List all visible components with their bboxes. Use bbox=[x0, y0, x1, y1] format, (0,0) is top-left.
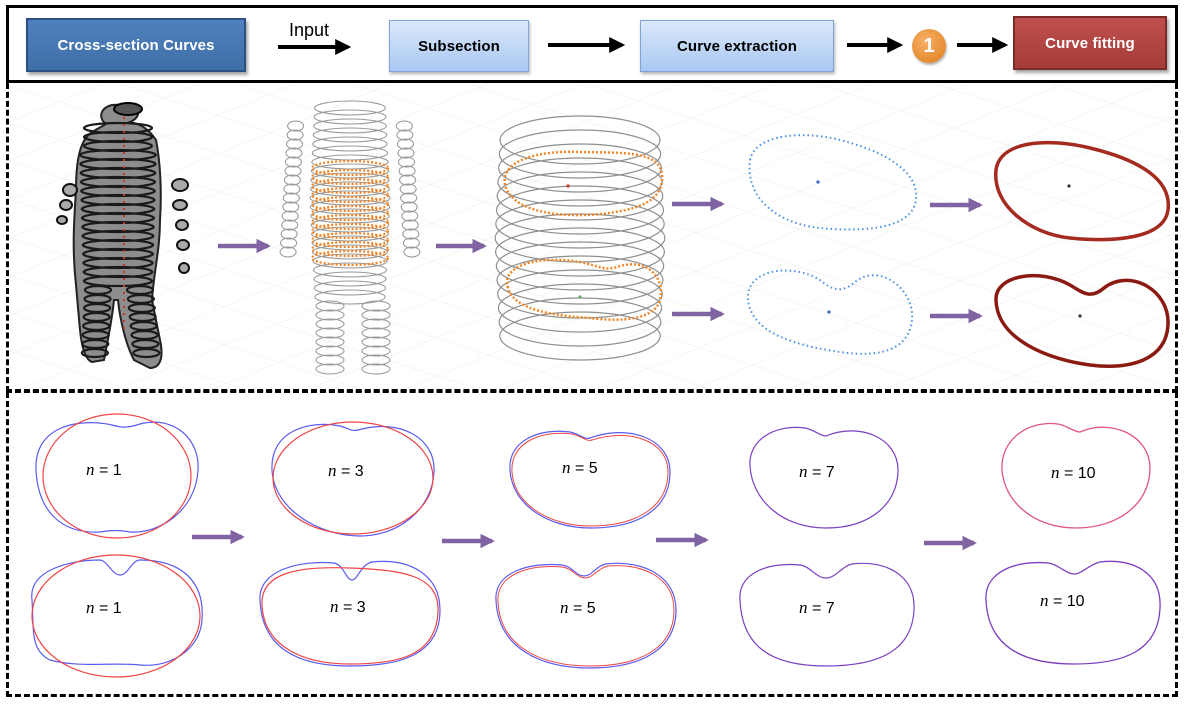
top-panel-arrows bbox=[218, 196, 983, 324]
order-label-top-1: n = 1 bbox=[86, 460, 122, 479]
fitted-curves bbox=[994, 140, 1170, 368]
body-subsection bbox=[279, 100, 421, 375]
original-curve-bottom-10 bbox=[985, 560, 1161, 665]
order-label-bottom-7: n = 7 bbox=[799, 598, 835, 617]
original-curve-bottom-3 bbox=[259, 560, 441, 667]
original-curve-top-7 bbox=[749, 426, 899, 529]
bottom-panel-arrows bbox=[192, 529, 977, 551]
order-label-bottom-1: n = 1 bbox=[86, 598, 122, 617]
fit-curve-bottom-5 bbox=[497, 565, 675, 667]
curve-fitting-box: Curve fitting bbox=[1013, 16, 1167, 70]
extracted-points bbox=[746, 134, 918, 355]
order-label-top-3: n = 3 bbox=[328, 461, 364, 480]
panel-divider bbox=[6, 390, 1178, 393]
fitting-order-shapes bbox=[31, 413, 1161, 678]
fit-curve-top-5 bbox=[511, 432, 669, 527]
header-arrows bbox=[278, 37, 1009, 55]
original-curve-bottom-5 bbox=[495, 562, 677, 669]
fit-curve-top-1 bbox=[42, 413, 192, 539]
pipeline-header-frame bbox=[6, 5, 1178, 83]
order-label-bottom-10: n = 10 bbox=[1040, 591, 1085, 610]
input-label: Input bbox=[289, 20, 330, 40]
step-badge: 1 bbox=[912, 29, 946, 63]
order-label-top-7: n = 7 bbox=[799, 462, 835, 481]
original-curve-bottom-1 bbox=[31, 559, 203, 666]
order-label-bottom-3: n = 3 bbox=[330, 597, 366, 616]
fit-curve-bottom-3 bbox=[261, 567, 439, 665]
cross-section-curves-box: Cross-section Curves bbox=[26, 18, 246, 72]
subsection-box: Subsection bbox=[389, 20, 529, 72]
order-label-top-5: n = 5 bbox=[562, 458, 598, 477]
original-curve-top-1 bbox=[35, 421, 199, 533]
fit-curve-bottom-1 bbox=[31, 554, 201, 678]
grid-background bbox=[9, 84, 1175, 389]
curve-extraction-box: Curve extraction bbox=[640, 20, 834, 72]
body-cross-sections bbox=[56, 102, 190, 370]
torso-stack bbox=[494, 115, 666, 361]
original-curve-top-10 bbox=[1001, 422, 1151, 529]
original-curve-top-5 bbox=[509, 430, 671, 529]
fit-curve-top-3 bbox=[272, 421, 434, 535]
order-label-top-10: n = 10 bbox=[1051, 463, 1096, 482]
order-label-bottom-5: n = 5 bbox=[560, 598, 596, 617]
original-curve-bottom-7 bbox=[739, 562, 915, 667]
bottom-panel-frame bbox=[6, 392, 1178, 697]
